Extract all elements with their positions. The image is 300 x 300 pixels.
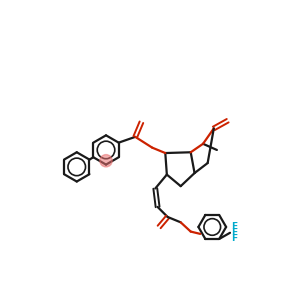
Text: F: F <box>231 222 237 231</box>
Text: F: F <box>231 228 237 237</box>
Circle shape <box>100 154 112 167</box>
Text: F: F <box>231 235 237 244</box>
